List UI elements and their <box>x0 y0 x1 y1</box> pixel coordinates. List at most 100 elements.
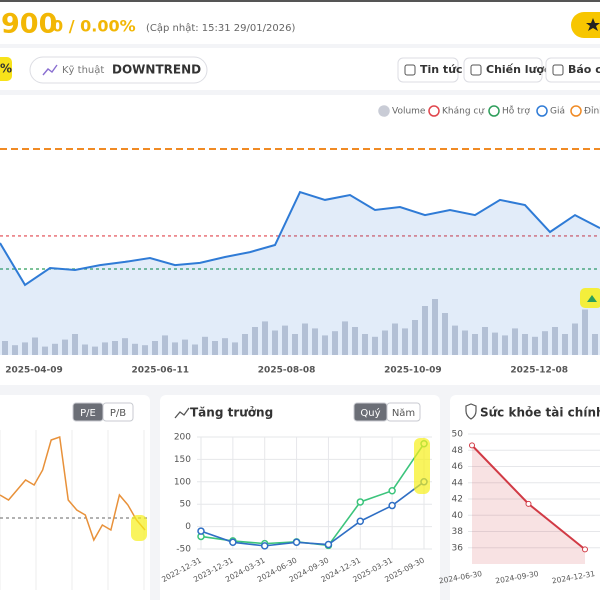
toggle-button[interactable] <box>102 402 134 422</box>
growth-point <box>356 498 365 506</box>
trend-pill[interactable] <box>29 56 208 84</box>
toolbar-button[interactable] <box>463 57 543 83</box>
volume-bar <box>212 341 218 355</box>
volume-bar <box>542 331 548 355</box>
top-edge <box>0 0 600 2</box>
pe-line <box>0 435 146 542</box>
volume-bar <box>402 328 408 355</box>
health-point <box>582 546 588 553</box>
signal-icon <box>587 295 597 302</box>
volume-bar <box>332 331 338 355</box>
volume-bar <box>342 321 348 355</box>
volume-bar <box>92 346 98 355</box>
x-tick-label: 2025-06-11 <box>132 366 190 376</box>
volume-bar <box>282 325 288 355</box>
legend-label: Đỉnh <box>584 106 600 117</box>
volume-bar <box>312 328 318 355</box>
legend-marker <box>488 105 500 117</box>
button-label: Tin tức <box>420 63 463 76</box>
volume-bar <box>492 332 498 355</box>
volume-bar <box>422 306 428 355</box>
chip <box>0 57 12 81</box>
volume-bar <box>362 334 368 355</box>
toolbar-button[interactable] <box>545 57 600 83</box>
volume-bar <box>202 336 208 355</box>
price-line <box>0 190 600 287</box>
legend-marker <box>428 105 440 117</box>
trend: DOWNTREND <box>112 63 201 77</box>
x-tick-label: 2025-08-08 <box>258 366 316 376</box>
growth-point <box>356 517 365 525</box>
price-change: 0 / 0.00% <box>52 17 136 36</box>
volume-bar <box>222 338 228 355</box>
growth-point <box>260 542 269 550</box>
y-tick-label: 100 <box>174 477 191 487</box>
volume-bar <box>172 342 178 355</box>
legend-label: Volume <box>392 107 426 117</box>
update-time: (Cập nhật: 15:31 29/01/2026) <box>146 22 295 34</box>
volume-bar <box>162 335 168 355</box>
volume-bar <box>582 309 588 355</box>
growth-point <box>324 540 333 549</box>
favorite-button[interactable] <box>571 12 600 38</box>
volume-bar <box>302 323 308 355</box>
volume-bar <box>372 336 378 355</box>
y-tick-label: 44 <box>452 478 464 488</box>
header-bar <box>0 0 600 44</box>
growth-point <box>229 538 237 547</box>
volume-bar <box>502 335 508 355</box>
volume-bar <box>142 345 148 355</box>
volume-bar <box>62 339 68 355</box>
volume-bar <box>262 321 268 355</box>
toggle-button[interactable] <box>386 402 421 422</box>
volume-bar <box>442 313 448 355</box>
toggle-label: Quý <box>360 407 380 419</box>
volume-bar <box>132 343 138 355</box>
volume-bar <box>462 330 468 355</box>
volume-bar <box>182 339 188 355</box>
growth-point <box>292 538 301 547</box>
volume-bar <box>472 334 478 355</box>
legend-label: Hỗ trợ <box>502 106 530 117</box>
volume-bar <box>52 343 58 355</box>
volume-bar <box>562 334 568 355</box>
star-icon <box>586 18 600 31</box>
volume-bar <box>192 344 198 355</box>
toggle-label: P/B <box>110 408 126 419</box>
pe-card <box>0 395 150 600</box>
button-icon <box>552 64 564 76</box>
volume-bar <box>512 328 518 355</box>
main-card <box>0 95 600 385</box>
toolbar-button[interactable] <box>397 57 459 83</box>
x-tick-label: 2025-10-09 <box>384 366 442 376</box>
price: 900 <box>1 9 57 40</box>
volume-bar <box>432 299 438 355</box>
volume-bar <box>122 338 128 355</box>
volume-bar <box>232 342 238 355</box>
volume-bar <box>32 337 38 355</box>
y-tick-label: 36 <box>452 543 464 553</box>
growth-point <box>388 501 396 510</box>
health-point <box>469 442 475 449</box>
volume-bar <box>592 334 598 355</box>
x-tick-label: 2025-12-08 <box>510 366 568 376</box>
y-tick-label: 42 <box>452 495 463 505</box>
volume-bar <box>292 334 298 355</box>
y-tick-label: 200 <box>174 433 191 443</box>
volume-bar <box>12 345 18 355</box>
plots: Volume Kháng cự Hỗ trợ Giá Đỉnh 2025-04-09 202… <box>0 105 600 590</box>
y-tick-label: 48 <box>452 446 464 456</box>
volume-bar <box>322 335 328 355</box>
x-tick-label: 2025-04-09 <box>5 366 63 376</box>
volume-bar <box>102 342 108 355</box>
y-tick-label: 0 <box>185 522 191 532</box>
volume-bar <box>452 325 458 355</box>
legend-marker <box>378 105 390 117</box>
growth-point <box>388 487 396 495</box>
volume-bar <box>572 323 578 355</box>
volume-bar <box>82 344 88 355</box>
growth-point <box>197 527 205 535</box>
button-label: Chiến lược <box>486 63 550 76</box>
